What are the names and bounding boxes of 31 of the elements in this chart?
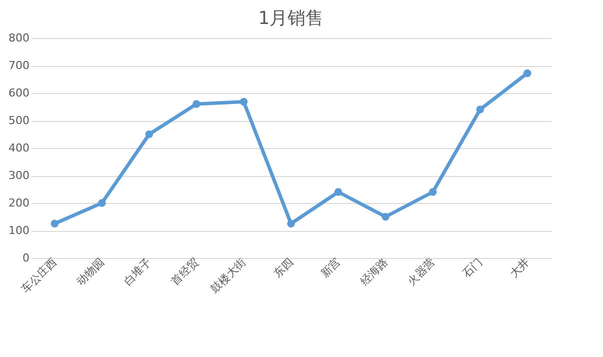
y-tick-label: 300 — [8, 169, 30, 182]
point — [145, 130, 154, 138]
point — [382, 212, 390, 221]
x-tick-label: 鼓楼大街 — [208, 256, 248, 296]
y-tick-label: 800 — [8, 32, 30, 44]
point — [334, 188, 342, 196]
x-tick-label: 新宫 — [318, 256, 344, 280]
point — [98, 199, 106, 207]
point — [476, 106, 484, 114]
point — [428, 188, 437, 196]
y-tick-label: 0 — [22, 252, 30, 264]
y-tick-label: 100 — [8, 224, 30, 237]
y-tick-label: 500 — [8, 114, 30, 127]
x-tick-label: 白堆子 — [121, 256, 154, 288]
y-tick-label: 700 — [8, 59, 30, 72]
x-tick-label: 东四 — [270, 256, 296, 280]
y-tick-label: 400 — [8, 142, 30, 154]
chart-title: 1月销售 — [258, 8, 324, 29]
point — [192, 100, 200, 108]
y-tick-label: 200 — [8, 196, 30, 210]
x-tick-label: 动物园 — [74, 256, 107, 288]
x-tick-label: 火器营 — [405, 256, 438, 288]
x-tick-label: 石门 — [460, 256, 485, 280]
x-tick-label: 大井 — [507, 256, 532, 280]
x-tick-label: 经海路 — [358, 256, 390, 288]
point — [523, 69, 532, 78]
x-tick-label: 首经贸 — [168, 256, 202, 288]
point — [287, 220, 295, 228]
point — [240, 98, 248, 106]
y-tick-label: 600 — [8, 86, 30, 100]
point — [50, 220, 59, 228]
